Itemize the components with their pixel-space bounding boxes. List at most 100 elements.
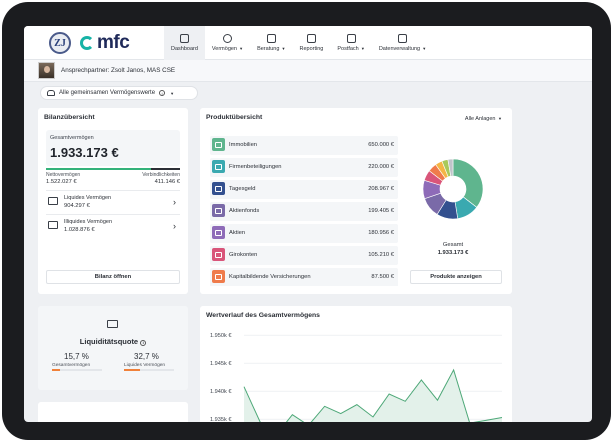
clipboard-icon [266,34,276,43]
product-category-icon [212,204,225,217]
bilanz-card: Bilanzübersicht Gesamtvermögen 1.933.173… [38,108,188,294]
product-value: 87.500 € [371,274,394,280]
y-tick-label: 1.945k € [210,361,232,367]
mfc-logo[interactable]: mfc [80,30,130,56]
product-value: 199.405 € [368,208,394,214]
illiquid-assets-row[interactable]: Illiquides Vermögen 1.028.876 € › [46,214,180,236]
nav-item-label-row: Dashboard [171,46,198,52]
donut-total-label: Gesamt [442,242,464,248]
dashboard-icon [179,34,189,43]
chevron-down-icon: ▼ [359,46,365,51]
product-list: Immobilien 650.000 € Firmenbeteiligungen 22… [210,136,398,286]
illiquid-assets-label: Illiquides Vermögen [64,219,113,225]
tablet-frame: ZJ mfc Dashboard Vermögen ▼ Beratung ▼ Repo… [2,2,611,440]
info-icon[interactable]: i [140,339,147,346]
nav-item-label: Reporting [299,46,324,52]
product-row[interactable]: Aktienfonds 199.405 € [210,202,398,221]
info-icon[interactable]: i [159,90,166,96]
liquiditaet-liquid-value: 32,7 % [134,352,159,361]
gesamtvermoegen-value: 1.933.173 € [50,145,119,160]
nav-item-3[interactable]: Reporting [292,26,330,60]
verbindlichkeiten-value: 411.146 € [154,179,180,185]
y-tick-label: 1.935k € [210,417,232,422]
product-name: Girokonten [229,252,258,258]
nettovermoegen-label: Nettovermögen [46,172,81,178]
nav-item-label: Beratung [257,46,280,52]
nav-item-label: Vermögen [211,46,237,52]
wallet-icon [48,197,58,205]
bilanz-open-button[interactable]: Bilanz öffnen [46,270,180,284]
people-icon [47,90,55,96]
nav-item-2[interactable]: Beratung ▼ [250,26,292,60]
nav-item-label-row: Postfach ▼ [337,46,364,52]
product-row[interactable]: Aktien 180.956 € [210,224,398,243]
building-icon [48,221,58,229]
product-name: Aktien [229,230,246,236]
product-row[interactable]: Tagesgeld 208.967 € [210,180,398,199]
liquiditaet-gesamt-bar-fill [52,369,60,371]
advisor-contact-text: Ansprechpartner: Zsolt Janos, MAS CSE [61,67,176,74]
product-value: 180.956 € [368,230,394,236]
donut-slice[interactable] [452,158,484,208]
product-row[interactable]: Immobilien 650.000 € [210,136,398,155]
asset-filter-label: Alle gemeinsamen Vermögenswerte [59,90,156,96]
product-row[interactable]: Kapitalbildende Versicherungen 87.500 € [210,268,398,286]
nav-item-label-row: Vermögen ▼ [212,46,243,52]
product-name: Kapitalbildende Versicherungen [229,274,311,280]
illiquid-assets-value: 1.028.876 € [64,227,95,233]
nav-item-4[interactable]: Postfach ▼ [330,26,371,60]
nav-item-0[interactable]: Dashboard [164,26,205,60]
chevron-right-icon: › [173,197,176,207]
asset-filter-dropdown[interactable]: Alle gemeinsamen Vermögenswerte i ▼ [40,86,198,100]
donut-slice[interactable] [447,158,454,177]
y-tick-label: 1.940k € [210,389,232,395]
nav-item-label: Dashboard [171,46,198,52]
anlagen-filter-label: Alle Anlagen [464,116,496,122]
chevron-down-icon: ▼ [280,46,286,51]
anlagen-filter-dropdown[interactable]: Alle Anlagen ▼ [465,116,502,122]
chevron-down-icon: ▼ [170,90,175,96]
product-category-icon [212,138,225,151]
liquid-assets-row[interactable]: Liquides Vermögen 904.297 € › [46,190,180,212]
liquiditaet-liquid-bar-fill [124,369,141,371]
donut-svg [422,158,484,220]
main-nav: Dashboard Vermögen ▼ Beratung ▼ Reporting Po… [164,26,433,60]
liquiditaet-liquid-label: Liquides Vermögen [124,363,166,368]
show-products-button[interactable]: Produkte anzeigen [410,270,502,284]
product-category-icon [212,248,225,261]
nav-item-label: Datenverwaltung [378,46,421,52]
liquiditaet-title: Liquiditätsquote i [38,337,188,346]
folder-icon [398,34,407,43]
product-name: Immobilien [229,142,258,148]
nav-item-1[interactable]: Vermögen ▼ [205,26,250,60]
netto-verbindlichkeiten-bar [46,168,180,170]
product-value: 208.967 € [368,186,394,192]
series-line[interactable] [243,368,503,422]
product-row[interactable]: Firmenbeteiligungen 220.000 € [210,158,398,177]
mfc-logo-mark-icon [80,36,94,50]
product-value: 105.210 € [368,252,394,258]
pie-icon [223,34,232,43]
contact-bar: Ansprechpartner: Zsolt Janos, MAS CSE [24,60,592,82]
nav-item-label: Postfach [337,46,359,52]
product-value: 220.000 € [368,164,394,170]
nav-item-5[interactable]: Datenverwaltung ▼ [372,26,433,60]
produkt-title: Produktübersicht [206,114,263,121]
produkt-card: Produktübersicht Alle Anlagen ▼ Immobili… [200,108,512,294]
mfc-brand-text: mfc [97,32,130,53]
product-category-icon [212,270,225,283]
client-logo[interactable]: ZJ [49,32,71,54]
wallet-icon [107,320,118,328]
liquiditaet-liquid-bar [124,369,174,371]
product-name: Firmenbeteiligungen [229,164,282,170]
product-row[interactable]: Girokonten 105.210 € [210,246,398,265]
wertverlauf-title: Wertverlauf des Gesamtvermögens [206,312,320,319]
gesamtvermoegen-box: Gesamtvermögen 1.933.173 € [46,130,180,166]
chevron-down-icon: ▼ [238,46,244,51]
product-donut-chart [422,158,484,220]
liquiditaet-gesamt-label: Gesamtvermögen [52,363,91,368]
y-tick-label: 1.950k € [210,333,232,339]
nav-item-label-row: Reporting [299,46,323,52]
chevron-down-icon: ▼ [421,46,427,51]
wertverlauf-card: Wertverlauf des Gesamtvermögens 1.950k €… [200,306,512,422]
